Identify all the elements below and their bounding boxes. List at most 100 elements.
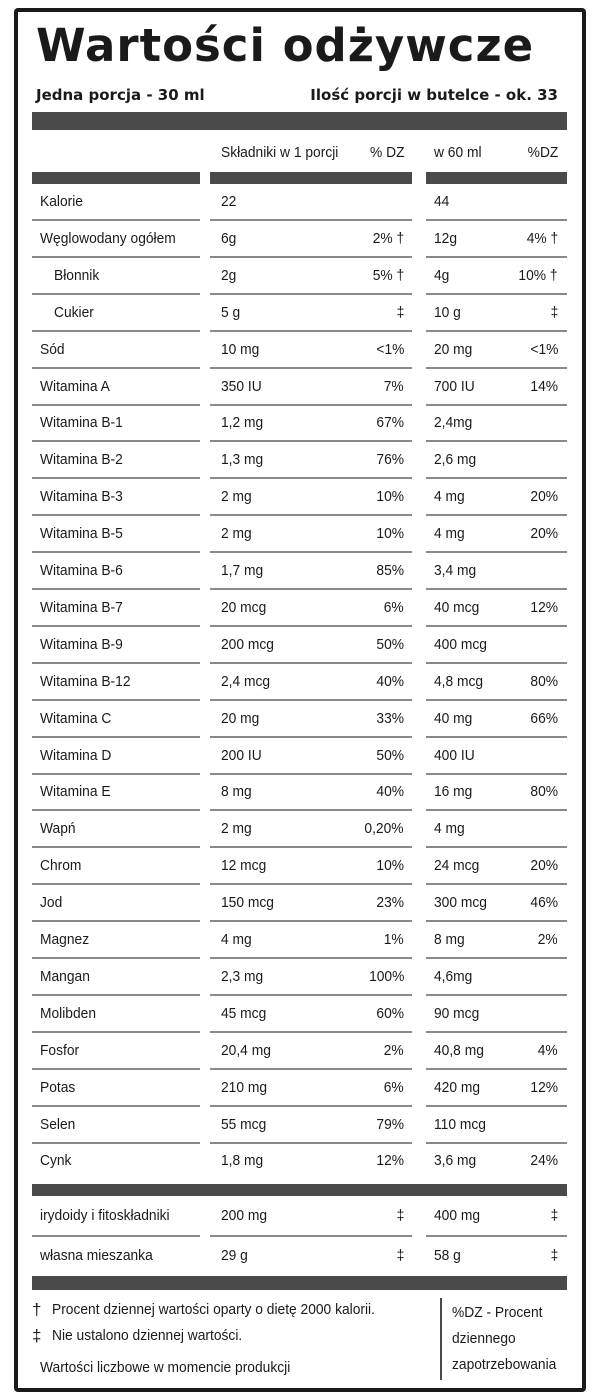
dv-per-60ml: ‡ xyxy=(550,304,558,321)
header-dv-60ml: %DZ xyxy=(527,144,558,161)
row-divider xyxy=(426,1031,567,1033)
row-divider xyxy=(426,809,567,811)
dv-per-serving: 10% xyxy=(376,488,404,505)
amount-per-60ml: 2,4mg xyxy=(434,414,473,431)
row-divider xyxy=(210,404,412,406)
row-divider xyxy=(210,773,412,775)
row-divider xyxy=(426,588,567,590)
amount-per-60ml: 4,8 mcg xyxy=(434,673,484,690)
nutrient-name: irydoidy i fitoskładniki xyxy=(40,1207,170,1224)
dv-per-60ml: 2% xyxy=(538,931,558,948)
nutrient-name: Molibden xyxy=(40,1005,97,1022)
dv-per-60ml: 66% xyxy=(530,710,558,727)
row-divider xyxy=(210,1142,412,1144)
nutrient-name: Witamina B-5 xyxy=(40,525,123,542)
amount-per-60ml: 4 mg xyxy=(434,525,465,542)
dv-per-serving: 2% † xyxy=(372,230,404,247)
row-divider xyxy=(210,293,412,295)
amount-per-60ml: 58 g xyxy=(434,1247,461,1264)
dv-per-serving: ‡ xyxy=(396,1247,404,1264)
nutrient-name: Sód xyxy=(40,341,65,358)
row-divider xyxy=(32,219,200,221)
header-per-60ml: w 60 ml xyxy=(434,144,482,161)
amount-per-60ml: 4 mg xyxy=(434,820,465,837)
nutrient-name: Witamina B-2 xyxy=(40,451,123,468)
dv-per-serving: 85% xyxy=(376,562,404,579)
amount-per-serving: 350 IU xyxy=(221,378,262,395)
amount-per-60ml: 420 mg xyxy=(434,1079,481,1096)
amount-per-60ml: 110 mcg xyxy=(434,1116,486,1133)
row-divider xyxy=(210,440,412,442)
production-note: Wartości liczbowe w momencie produkcji xyxy=(40,1359,291,1376)
dv-per-60ml: ‡ xyxy=(550,1247,558,1264)
nutrient-name: Witamina A xyxy=(40,378,110,395)
row-divider xyxy=(210,1235,412,1237)
amount-per-60ml: 4g xyxy=(434,267,450,284)
row-divider xyxy=(210,588,412,590)
bottom-divider-bar xyxy=(32,1276,567,1290)
dv-per-serving: ‡ xyxy=(396,1207,404,1224)
row-divider xyxy=(426,330,567,332)
nutrient-name: Węglowodany ogółem xyxy=(40,230,176,247)
header-bar-60ml xyxy=(426,172,567,184)
amount-per-serving: 10 mg xyxy=(221,341,260,358)
row-divider xyxy=(210,1068,412,1070)
amount-per-60ml: 24 mcg xyxy=(434,857,480,874)
nutrient-name: Chrom xyxy=(40,857,82,874)
row-divider xyxy=(32,1068,200,1070)
row-divider xyxy=(32,514,200,516)
row-divider xyxy=(210,957,412,959)
row-divider xyxy=(32,662,200,664)
nutrient-name: Mangan xyxy=(40,968,90,985)
label-frame xyxy=(14,8,586,1392)
row-divider xyxy=(210,809,412,811)
dv-per-serving: 67% xyxy=(376,414,404,431)
dv-per-serving: 40% xyxy=(376,783,404,800)
amount-per-serving: 4 mg xyxy=(221,931,252,948)
nutrient-name: Wapń xyxy=(40,820,76,837)
amount-per-60ml: 400 IU xyxy=(434,747,475,764)
amount-per-60ml: 300 mcg xyxy=(434,894,487,911)
nutrient-name: Błonnik xyxy=(54,267,100,284)
amount-per-60ml: 20 mg xyxy=(434,341,473,358)
dv-per-serving: 76% xyxy=(376,451,404,468)
row-divider xyxy=(426,293,567,295)
row-divider xyxy=(426,625,567,627)
nutrient-name: Witamina D xyxy=(40,747,112,764)
dv-per-serving: 5% † xyxy=(372,267,404,284)
row-divider xyxy=(32,1105,200,1107)
dv-per-60ml: 14% xyxy=(530,378,558,395)
row-divider xyxy=(210,736,412,738)
dv-per-60ml: 20% xyxy=(530,525,558,542)
row-divider xyxy=(32,404,200,406)
dv-per-serving: 23% xyxy=(376,894,404,911)
dz-legend-line-3: zapotrzebowania xyxy=(452,1356,557,1373)
nutrient-name: Witamina B-9 xyxy=(40,636,123,653)
row-divider xyxy=(426,440,567,442)
amount-per-60ml: 10 g xyxy=(434,304,461,321)
amount-per-serving: 2,4 mcg xyxy=(221,673,271,690)
row-divider xyxy=(32,994,200,996)
dv-per-serving: ‡ xyxy=(396,304,404,321)
row-divider xyxy=(426,367,567,369)
amount-per-60ml: 16 mg xyxy=(434,783,473,800)
amount-per-serving: 2,3 mg xyxy=(221,968,264,985)
row-divider xyxy=(210,920,412,922)
dz-legend-line-1: %DZ - Procent xyxy=(452,1304,543,1321)
dv-per-60ml: 20% xyxy=(530,488,558,505)
amount-per-serving: 12 mcg xyxy=(221,857,267,874)
amount-per-60ml: 400 mcg xyxy=(434,636,487,653)
amount-per-serving: 2 mg xyxy=(221,525,252,542)
row-divider xyxy=(32,883,200,885)
nutrient-name: Jod xyxy=(40,894,63,911)
row-divider xyxy=(32,957,200,959)
amount-per-60ml: 4 mg xyxy=(434,488,465,505)
nutrient-name: Selen xyxy=(40,1116,76,1133)
row-divider xyxy=(426,551,567,553)
amount-per-60ml: 2,6 mg xyxy=(434,451,477,468)
nutrient-name: własna mieszanka xyxy=(40,1247,153,1264)
amount-per-serving: 6g xyxy=(221,230,237,247)
row-divider xyxy=(426,1105,567,1107)
row-divider xyxy=(210,625,412,627)
row-divider xyxy=(426,1142,567,1144)
